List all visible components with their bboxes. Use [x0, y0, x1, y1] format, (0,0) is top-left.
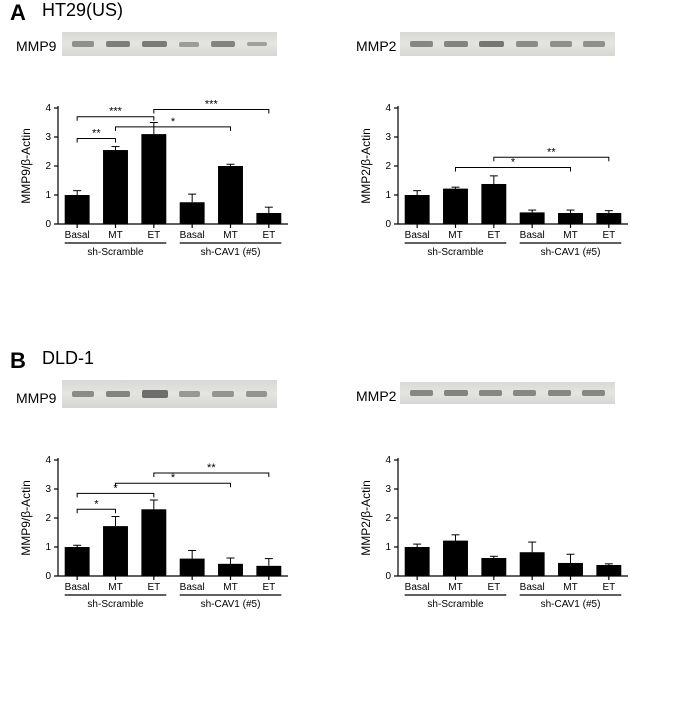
svg-text:sh-CAV1 (#5): sh-CAV1 (#5) — [541, 247, 601, 258]
panel-b-left-blot — [62, 380, 277, 408]
svg-text:sh-Scramble: sh-Scramble — [427, 599, 484, 610]
svg-text:MT: MT — [448, 230, 462, 241]
svg-text:Basal: Basal — [65, 230, 90, 241]
svg-text:0: 0 — [385, 219, 391, 230]
svg-text:MT: MT — [448, 582, 462, 593]
svg-text:sh-CAV1 (#5): sh-CAV1 (#5) — [541, 599, 601, 610]
svg-text:0: 0 — [45, 219, 51, 230]
panel-b-right-protein: MMP2 — [356, 388, 396, 404]
panel-a-left-chart: 01234MMP9/β-ActinBasalMTETBasalMTETsh-Sc… — [16, 70, 296, 303]
svg-text:sh-Scramble: sh-Scramble — [87, 247, 144, 258]
panel-b-left-protein: MMP9 — [16, 390, 56, 406]
svg-text:1: 1 — [45, 190, 51, 201]
svg-text:MT: MT — [108, 582, 122, 593]
svg-text:2: 2 — [45, 513, 51, 524]
panel-a-left-protein: MMP9 — [16, 38, 56, 54]
panel-a-cellline: HT29(US) — [42, 0, 123, 21]
svg-text:sh-CAV1 (#5): sh-CAV1 (#5) — [201, 247, 261, 258]
svg-text:0: 0 — [385, 571, 391, 582]
panel-b-right-blot — [400, 382, 615, 404]
svg-text:ET: ET — [487, 230, 500, 241]
svg-text:0: 0 — [45, 571, 51, 582]
panel-a-right-blot — [400, 32, 615, 56]
svg-text:Basal: Basal — [405, 582, 430, 593]
svg-text:MT: MT — [563, 230, 577, 241]
svg-text:*: * — [171, 116, 176, 128]
svg-text:**: ** — [92, 127, 101, 139]
panel-b-right-chart: 01234MMP2/β-ActinBasalMTETBasalMTETsh-Sc… — [356, 422, 636, 655]
panel-a-right-protein: MMP2 — [356, 38, 396, 54]
svg-text:sh-CAV1 (#5): sh-CAV1 (#5) — [201, 599, 261, 610]
svg-text:3: 3 — [45, 132, 51, 143]
svg-text:1: 1 — [385, 190, 391, 201]
svg-text:2: 2 — [385, 513, 391, 524]
svg-text:Basal: Basal — [520, 582, 545, 593]
svg-text:Basal: Basal — [65, 582, 90, 593]
panel-b-left-chart: 01234MMP9/β-ActinBasalMTETBasalMTETsh-Sc… — [16, 422, 296, 655]
panel-b-cellline: DLD-1 — [42, 348, 94, 369]
svg-text:3: 3 — [385, 484, 391, 495]
svg-text:MT: MT — [223, 230, 237, 241]
svg-text:1: 1 — [385, 542, 391, 553]
svg-text:MMP9/β-Actin: MMP9/β-Actin — [19, 480, 33, 556]
svg-text:MT: MT — [223, 582, 237, 593]
svg-text:3: 3 — [45, 484, 51, 495]
svg-text:4: 4 — [385, 103, 391, 114]
svg-text:*: * — [171, 472, 176, 484]
svg-text:MMP9/β-Actin: MMP9/β-Actin — [19, 128, 33, 204]
svg-text:**: ** — [547, 146, 556, 158]
svg-text:2: 2 — [385, 161, 391, 172]
svg-text:*: * — [94, 498, 99, 510]
svg-text:ET: ET — [602, 230, 615, 241]
panel-a-left-blot — [62, 32, 277, 56]
svg-text:ET: ET — [147, 582, 160, 593]
panel-b-label: B — [10, 348, 26, 374]
svg-text:***: *** — [205, 98, 219, 110]
svg-text:MT: MT — [108, 230, 122, 241]
svg-text:Basal: Basal — [520, 230, 545, 241]
svg-text:4: 4 — [385, 455, 391, 466]
svg-text:MMP2/β-Actin: MMP2/β-Actin — [359, 128, 373, 204]
svg-text:sh-Scramble: sh-Scramble — [427, 247, 484, 258]
svg-text:*: * — [511, 156, 516, 168]
svg-text:ET: ET — [262, 230, 275, 241]
svg-text:4: 4 — [45, 103, 51, 114]
svg-text:4: 4 — [45, 455, 51, 466]
svg-text:ET: ET — [147, 230, 160, 241]
svg-text:ET: ET — [487, 582, 500, 593]
svg-text:2: 2 — [45, 161, 51, 172]
panel-a-label: A — [10, 0, 26, 26]
svg-text:sh-Scramble: sh-Scramble — [87, 599, 144, 610]
svg-text:ET: ET — [262, 582, 275, 593]
svg-text:1: 1 — [45, 542, 51, 553]
svg-text:Basal: Basal — [405, 230, 430, 241]
svg-text:Basal: Basal — [180, 230, 205, 241]
svg-text:ET: ET — [602, 582, 615, 593]
svg-text:**: ** — [207, 462, 216, 474]
svg-text:Basal: Basal — [180, 582, 205, 593]
svg-text:***: *** — [109, 106, 123, 118]
svg-text:MMP2/β-Actin: MMP2/β-Actin — [359, 480, 373, 556]
svg-text:MT: MT — [563, 582, 577, 593]
svg-text:3: 3 — [385, 132, 391, 143]
panel-a-right-chart: 01234MMP2/β-ActinBasalMTETBasalMTETsh-Sc… — [356, 70, 636, 303]
